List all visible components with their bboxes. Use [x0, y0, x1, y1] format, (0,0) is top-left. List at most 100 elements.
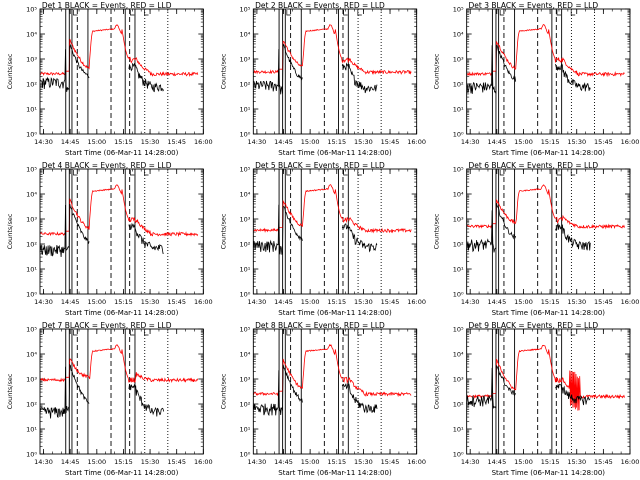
x-tick-label: 16:00	[194, 298, 213, 306]
interval-marker	[570, 10, 576, 16]
x-tick-label: 16:00	[194, 458, 213, 466]
y-tick-label: 10²	[26, 401, 37, 409]
panel-det-6: Det 6 BLACK = Events, RED = LLD Counts/se…	[433, 161, 640, 317]
y-tick-label: 10⁰	[239, 451, 250, 459]
y-axis-label: Counts/sec	[219, 53, 227, 89]
y-tick-label: 10⁵	[453, 166, 464, 174]
y-tick-label: 10³	[26, 56, 37, 64]
x-tick-label: 14:30	[461, 458, 480, 466]
y-axis-label: Counts/sec	[6, 373, 14, 409]
events-series-line	[252, 204, 378, 255]
x-tick-label: 15:00	[87, 458, 106, 466]
events-series-line	[252, 364, 378, 417]
interval-marker	[129, 10, 135, 16]
interval-marker	[556, 10, 561, 16]
plot-frame	[466, 328, 631, 455]
y-tick-label: 10²	[239, 241, 250, 249]
panel-title: Det 8 BLACK = Events, RED = LLD	[255, 321, 385, 330]
plot-frame	[39, 328, 204, 455]
interval-marker	[343, 10, 348, 16]
y-tick-label: 10⁴	[239, 351, 250, 359]
x-tick-label: 15:45	[167, 298, 186, 306]
panel-det-3: Det 3 BLACK = Events, RED = LLD Counts/se…	[433, 1, 640, 157]
lld-series-line	[39, 24, 199, 77]
panel-det-4: Det 4 BLACK = Events, RED = LLD Counts/se…	[6, 161, 213, 317]
x-tick-label: 15:30	[141, 138, 160, 146]
interval-marker	[570, 170, 576, 176]
interval-marker	[286, 170, 291, 176]
x-tick-label: 14:45	[487, 458, 506, 466]
x-tick-label: 15:15	[114, 298, 133, 306]
x-tick-label: 15:30	[354, 298, 373, 306]
y-tick-label: 10¹	[26, 266, 37, 274]
x-tick-label: 15:00	[301, 138, 320, 146]
y-tick-label: 10⁰	[26, 291, 37, 299]
interval-marker	[144, 330, 149, 336]
interval-marker	[129, 330, 135, 336]
y-tick-label: 10⁵	[239, 166, 250, 174]
y-tick-label: 10⁵	[26, 166, 37, 174]
panel-title: Det 2 BLACK = Events, RED = LLD	[255, 1, 385, 10]
interval-marker	[499, 330, 505, 336]
y-tick-label: 10²	[453, 241, 464, 249]
x-tick-label: 15:15	[541, 458, 560, 466]
interval-marker	[570, 330, 576, 336]
x-tick-label: 14:45	[61, 298, 80, 306]
interval-marker	[144, 10, 149, 16]
lld-series-line	[466, 24, 625, 78]
y-tick-label: 10⁵	[239, 6, 250, 14]
y-tick-label: 10¹	[26, 426, 37, 434]
x-axis-label: Start Time (06-Mar-11 14:28:00)	[65, 309, 179, 317]
x-tick-label: 15:00	[87, 138, 106, 146]
y-tick-label: 10⁵	[453, 6, 464, 14]
x-tick-label: 14:30	[461, 138, 480, 146]
plot-frame	[466, 168, 631, 295]
panel-det-8: Det 8 BLACK = Events, RED = LLD Counts/se…	[219, 321, 426, 477]
y-tick-label: 10⁰	[26, 451, 37, 459]
y-tick-label: 10⁴	[26, 191, 37, 199]
x-tick-label: 16:00	[194, 138, 213, 146]
y-tick-label: 10¹	[26, 106, 37, 114]
x-tick-label: 15:45	[167, 138, 186, 146]
interval-marker	[343, 330, 348, 336]
x-axis-label: Start Time (06-Mar-11 14:28:00)	[65, 469, 179, 477]
x-tick-label: 15:15	[327, 138, 346, 146]
x-tick-label: 15:45	[381, 458, 400, 466]
panel-det-9: Det 9 BLACK = Events, RED = LLD Counts/se…	[433, 321, 640, 477]
y-tick-label: 10²	[26, 241, 37, 249]
interval-marker	[499, 170, 505, 176]
x-tick-label: 15:15	[114, 458, 133, 466]
lld-series-line	[39, 184, 199, 238]
interval-marker	[357, 330, 362, 336]
x-tick-label: 14:45	[274, 138, 293, 146]
plot-frame	[466, 8, 631, 135]
x-tick-label: 14:45	[487, 138, 506, 146]
y-tick-label: 10¹	[239, 266, 250, 274]
x-tick-label: 15:45	[594, 458, 613, 466]
y-tick-label: 10⁰	[453, 131, 464, 139]
y-tick-label: 10³	[453, 56, 464, 64]
y-tick-label: 10²	[26, 81, 37, 89]
x-tick-label: 15:15	[327, 458, 346, 466]
lld-series-line	[253, 184, 412, 234]
x-axis-label: Start Time (06-Mar-11 14:28:00)	[492, 149, 606, 157]
x-tick-label: 14:45	[274, 458, 293, 466]
y-tick-label: 10⁵	[26, 326, 37, 334]
interval-marker	[556, 170, 561, 176]
x-tick-label: 15:30	[354, 458, 373, 466]
x-tick-label: 15:15	[541, 138, 560, 146]
x-axis-label: Start Time (06-Mar-11 14:28:00)	[492, 469, 606, 477]
x-axis-label: Start Time (06-Mar-11 14:28:00)	[492, 309, 606, 317]
interval-marker	[357, 10, 362, 16]
y-tick-label: 10²	[453, 81, 464, 89]
y-tick-label: 10⁵	[453, 326, 464, 334]
interval-marker	[73, 330, 78, 336]
x-tick-label: 16:00	[407, 138, 426, 146]
panel-det-2: Det 2 BLACK = Events, RED = LLD Counts/se…	[219, 1, 426, 157]
x-tick-label: 15:00	[301, 458, 320, 466]
y-axis-label: Counts/sec	[6, 213, 14, 249]
y-tick-label: 10⁰	[239, 131, 250, 139]
y-tick-label: 10⁵	[26, 6, 37, 14]
y-tick-label: 10⁴	[26, 351, 37, 359]
